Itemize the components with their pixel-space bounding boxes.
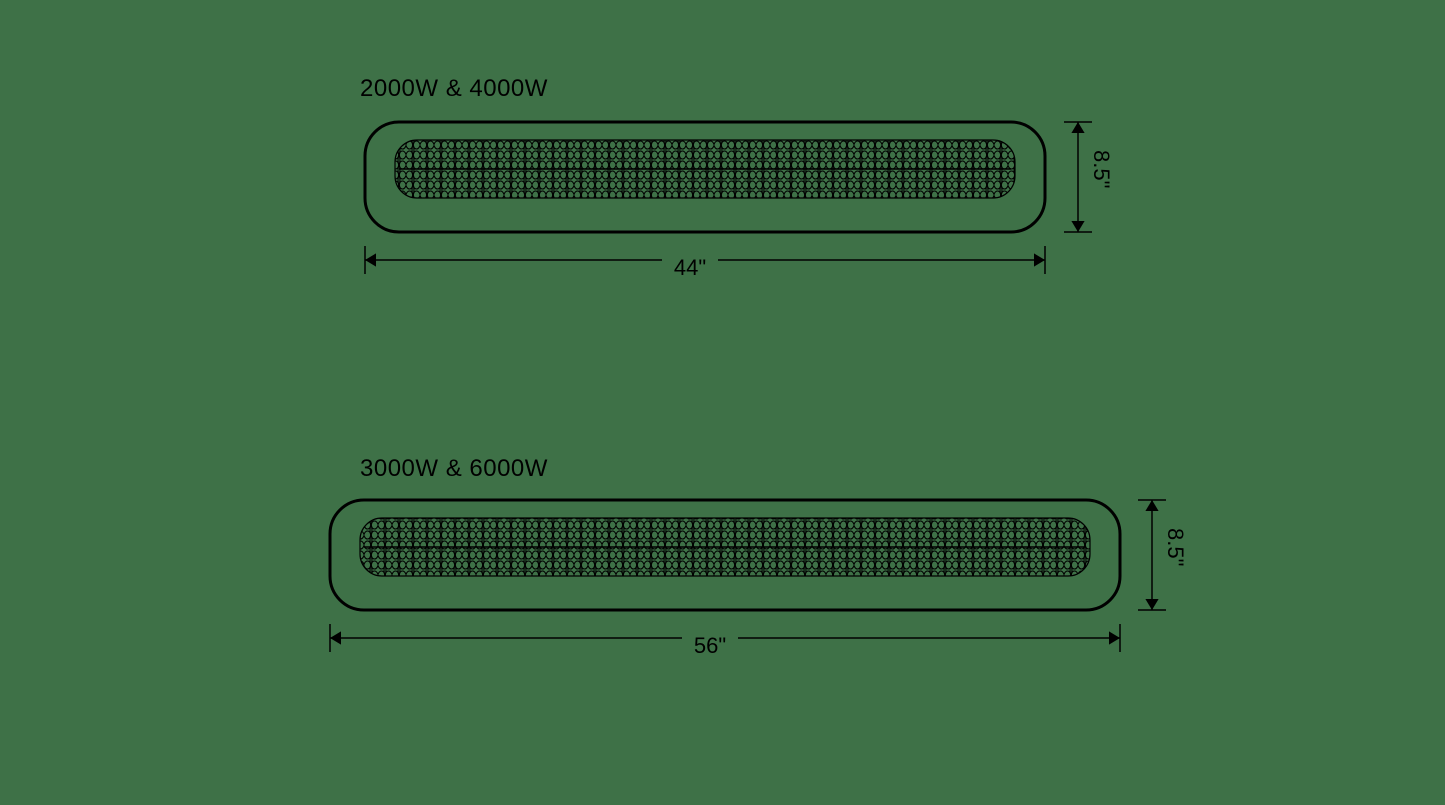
height-dimension-label: 8.5" xyxy=(1088,150,1114,188)
height-dimension-label: 8.5" xyxy=(1162,528,1188,566)
width-dimension-label: 56" xyxy=(694,633,726,659)
dimension-diagram xyxy=(0,0,1445,805)
width-dimension-label: 44" xyxy=(674,255,706,281)
unit-title: 3000W & 6000W xyxy=(360,455,548,483)
unit-title: 2000W & 4000W xyxy=(360,75,548,103)
unit-0 xyxy=(365,122,1092,274)
unit-1 xyxy=(330,500,1166,652)
